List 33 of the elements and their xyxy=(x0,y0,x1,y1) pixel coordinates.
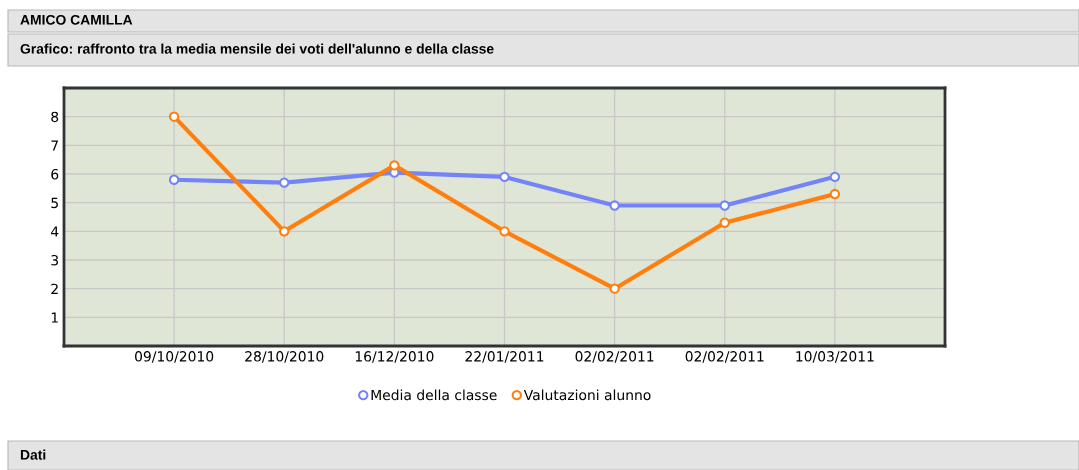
point xyxy=(719,200,730,211)
y-tick-label: 6 xyxy=(51,168,59,180)
x-tick-label: 22/01/2011 xyxy=(465,351,544,363)
point xyxy=(609,200,620,211)
legend-label: Valutazioni alunno xyxy=(523,389,651,401)
y-tick-label: 5 xyxy=(51,197,58,209)
y-tick-label: 7 xyxy=(51,140,58,151)
point xyxy=(279,226,290,237)
chart-title: AMICO CAMILLA xyxy=(20,14,133,25)
x-tick-label: 02/02/2011 xyxy=(685,351,764,363)
y-tick-label: 4 xyxy=(50,226,59,237)
x-tick-label: 10/03/2011 xyxy=(796,351,874,363)
y-tick-label: 1 xyxy=(51,312,58,323)
x-tick-label: 09/10/2010 xyxy=(135,351,214,363)
point xyxy=(499,226,510,237)
point xyxy=(279,177,290,188)
point xyxy=(719,217,730,228)
legend-label: Media della classe xyxy=(371,389,497,401)
point xyxy=(829,171,841,183)
y-tick-label: 8 xyxy=(51,111,59,123)
x-tick-label: 02/02/2011 xyxy=(575,351,654,363)
y-tick-label: 2 xyxy=(51,283,58,294)
point xyxy=(168,174,180,185)
point xyxy=(829,188,841,200)
point xyxy=(389,160,400,171)
point xyxy=(609,283,620,294)
chart-subtitle: Grafico: raffronto tra la media mensile dei voti dell'alunno e della classe xyxy=(20,43,494,54)
text: Dati xyxy=(20,449,46,460)
point xyxy=(168,111,180,122)
y-tick-label: 3 xyxy=(51,254,59,266)
point xyxy=(499,171,510,183)
x-tick-label: 16/12/2010 xyxy=(355,351,434,363)
x-tick-label: 28/10/2010 xyxy=(245,351,324,363)
